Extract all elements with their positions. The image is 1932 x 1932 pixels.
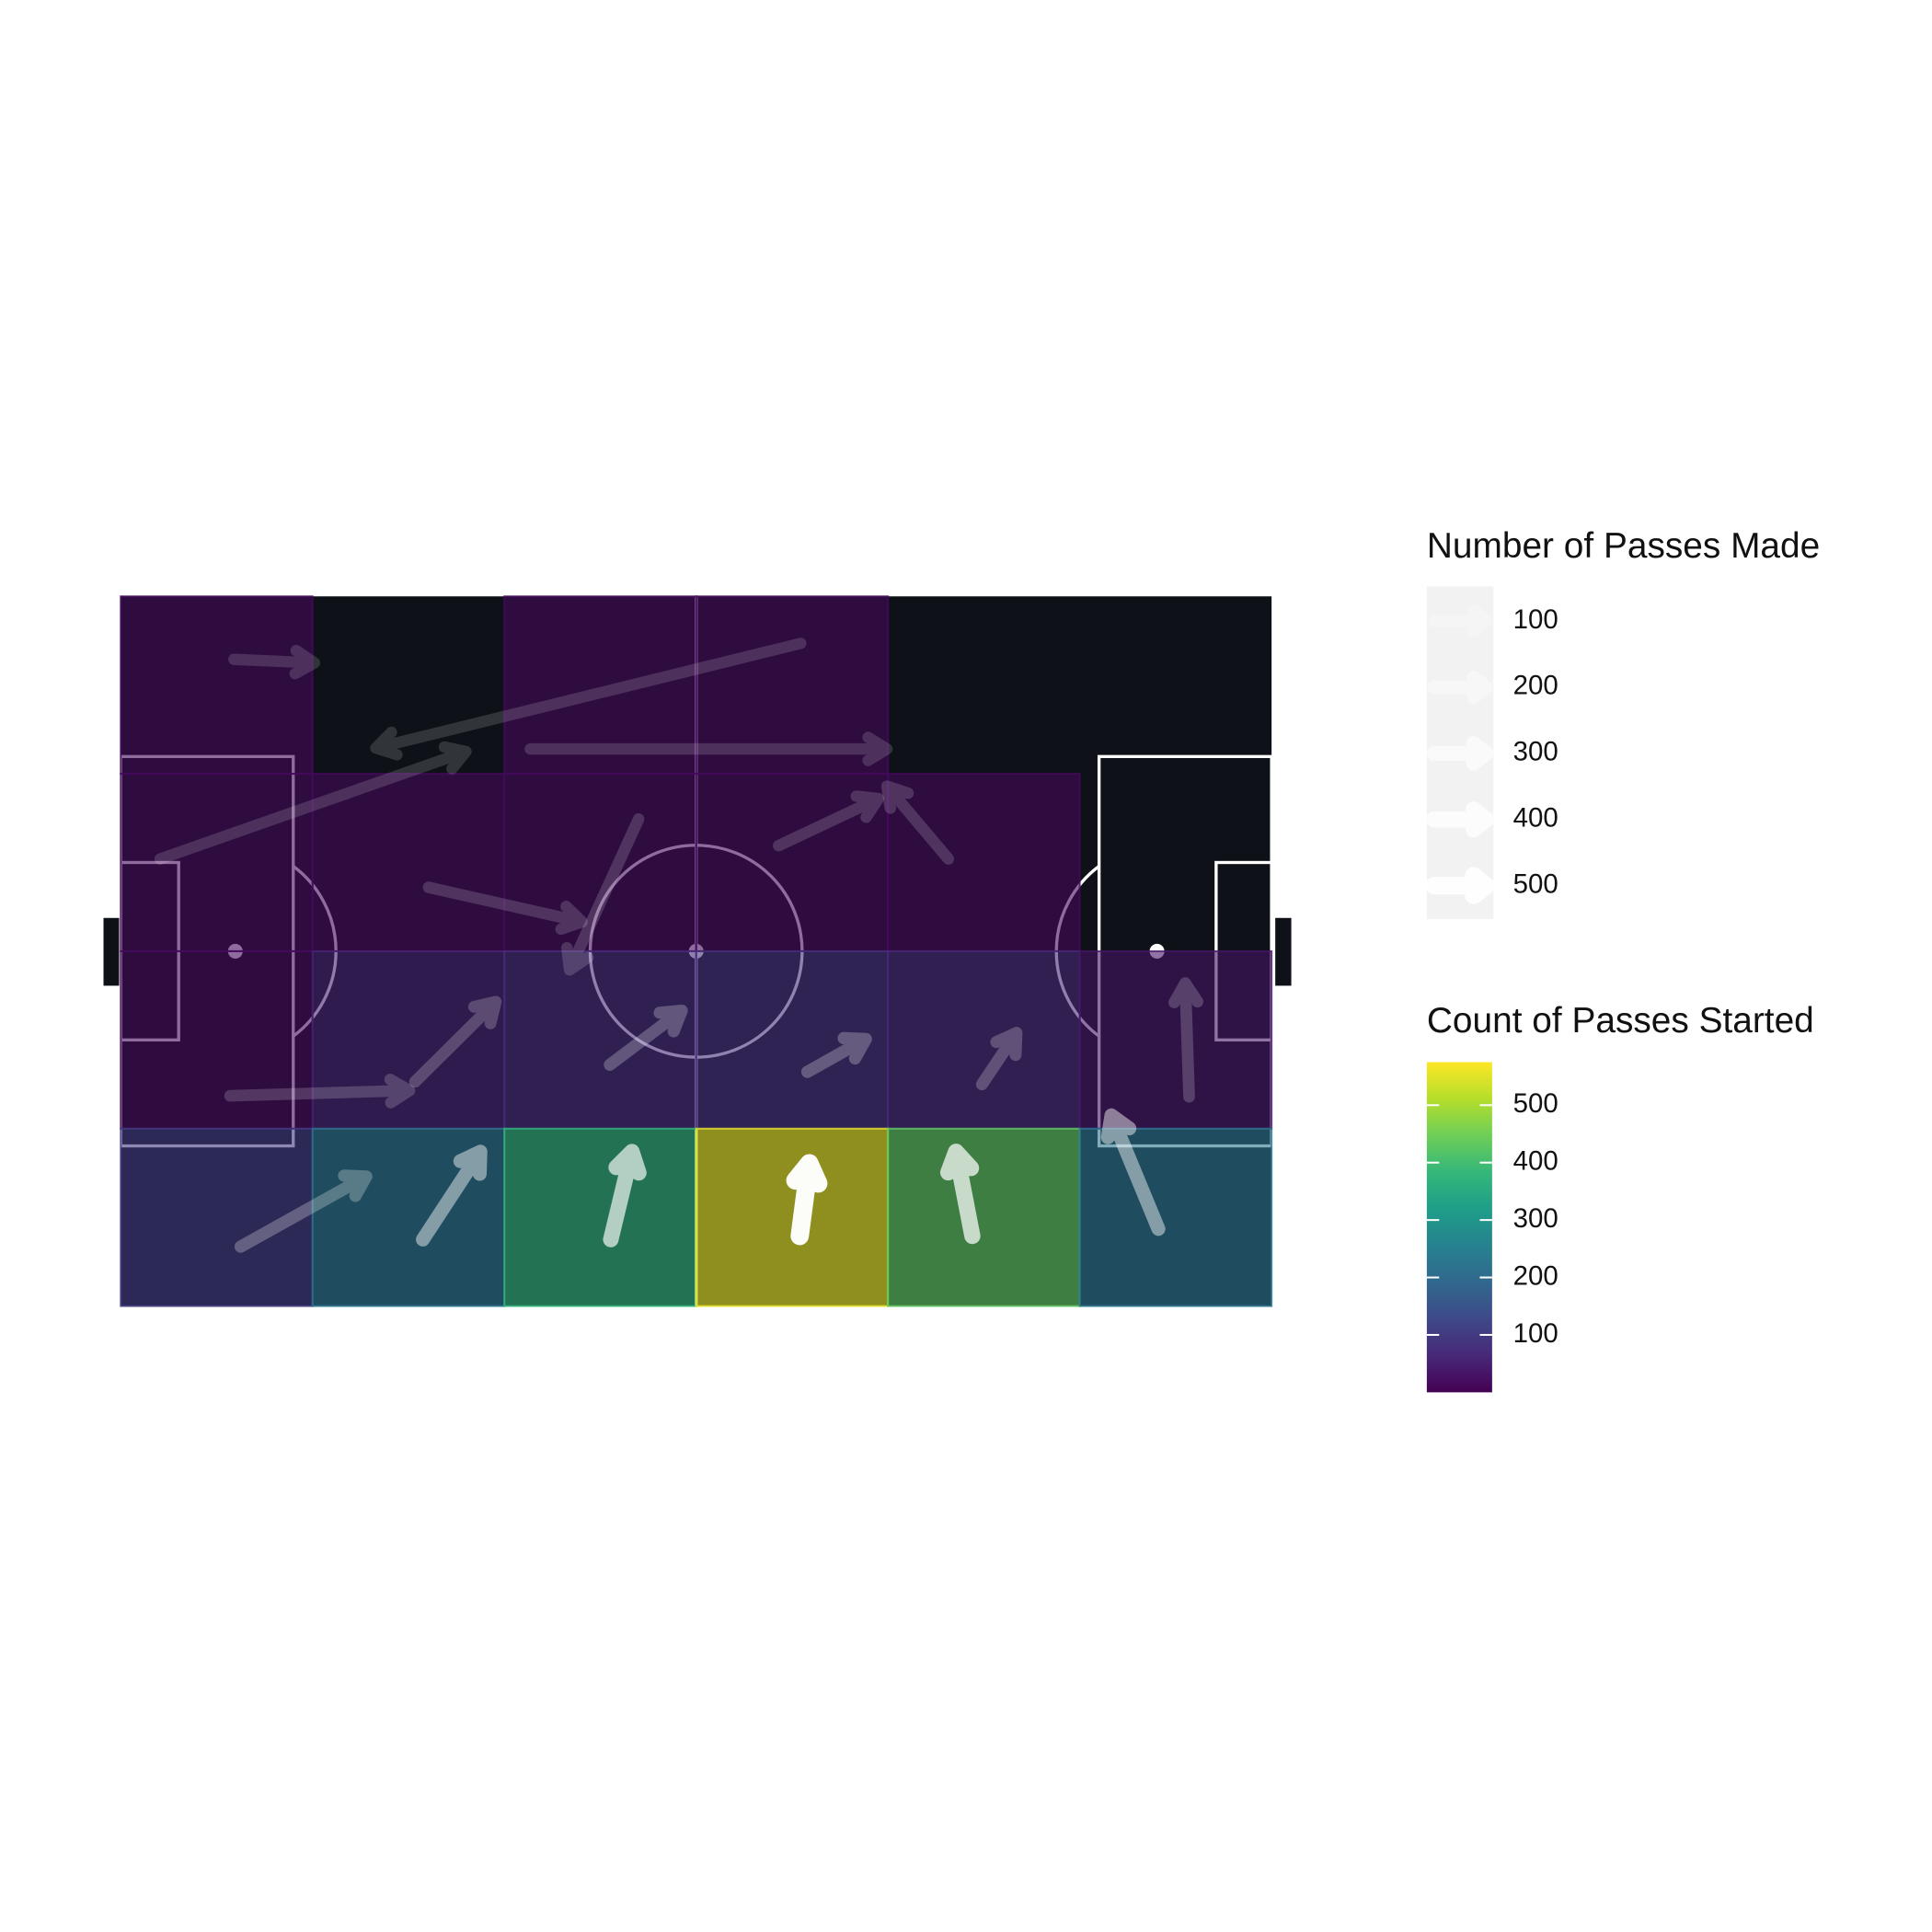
size-legend-label: 200 [1513, 671, 1558, 701]
arrows [154, 638, 1203, 1253]
size-legend-key [1426, 801, 1495, 838]
tile [503, 1127, 697, 1307]
size-legend-key [1425, 867, 1495, 904]
pass-arrow [370, 638, 807, 761]
size-legend-label: 400 [1513, 803, 1558, 834]
tile [1078, 949, 1273, 1130]
pass-arrow [524, 731, 893, 766]
pass-arrow [560, 813, 645, 976]
tile [503, 773, 697, 952]
colorbar-label: 300 [1513, 1203, 1558, 1234]
colorbar [1426, 1062, 1492, 1393]
tile [311, 949, 506, 1130]
tile [695, 1127, 890, 1307]
pass-arrow [800, 1031, 872, 1078]
pass-arrow [154, 741, 472, 865]
size-legend-title: Number of Passes Made [1427, 526, 1820, 566]
pass-arrow [880, 780, 955, 865]
size-legend-key [1427, 670, 1493, 705]
pass-arrow [1168, 977, 1203, 1103]
colorbar-label: 500 [1513, 1088, 1558, 1119]
tile [120, 595, 314, 776]
pass-arrow [603, 1144, 647, 1248]
size-legend-label: 500 [1513, 868, 1558, 899]
pass-arrow [422, 881, 588, 936]
tile [311, 1127, 506, 1307]
size-legend-label: 100 [1513, 604, 1558, 635]
pass-arrow [604, 1004, 688, 1071]
pass-arrow [224, 1074, 416, 1109]
size-legend-key [1426, 736, 1494, 771]
size-legend-key [1428, 604, 1492, 638]
tile [120, 949, 314, 1130]
pass-arrow [773, 790, 884, 852]
goal [103, 917, 120, 986]
tile [695, 949, 890, 1130]
goal [1275, 917, 1292, 986]
size-legend: 100 200 300 400 500 [1425, 604, 1558, 904]
colorbar-label: 100 [1513, 1318, 1558, 1349]
tile [1078, 1127, 1273, 1307]
pass-arrow [228, 644, 320, 680]
pass-arrow [416, 1144, 488, 1247]
tile [503, 949, 697, 1130]
tiles [120, 595, 1273, 1307]
color-legend-title: Count of Passes Started [1427, 1001, 1814, 1041]
color-legend: 100 200 300 400 500 [1426, 1088, 1558, 1349]
tile [311, 773, 506, 952]
size-legend-label: 300 [1513, 737, 1558, 767]
tile [887, 949, 1081, 1130]
pass-arrow [975, 1027, 1023, 1091]
tile [887, 1127, 1081, 1307]
tile [120, 773, 314, 952]
pass-arrow [939, 1144, 981, 1245]
colorbar-label: 200 [1513, 1260, 1558, 1291]
tile [695, 773, 890, 952]
pass-arrow [234, 1169, 373, 1253]
pass-arrow [1100, 1108, 1166, 1236]
pass-arrow [786, 1154, 828, 1246]
tile [887, 773, 1081, 952]
tile [120, 1127, 314, 1307]
pass-arrow [408, 995, 502, 1088]
colorbar-label: 400 [1513, 1145, 1558, 1176]
